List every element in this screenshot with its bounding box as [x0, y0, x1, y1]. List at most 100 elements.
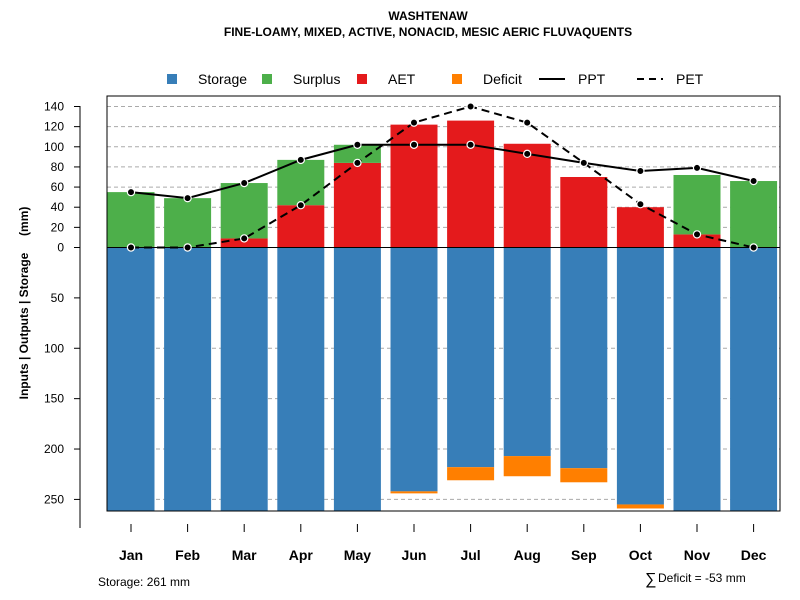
deficit-sum-icon: ∑: [645, 571, 656, 588]
y-tick-label: 150: [44, 392, 64, 406]
ppt-point: [636, 166, 645, 176]
legend: Storage Surplus AET Deficit PPT PET: [167, 71, 704, 87]
legend-label: Surplus: [293, 71, 340, 87]
storage-bar: [503, 247, 551, 457]
x-tick-label: Mar: [232, 547, 257, 563]
deficit-bar: [447, 467, 495, 481]
grid-lines: [107, 106, 780, 500]
legend-label: AET: [388, 71, 416, 87]
ppt-point: [466, 140, 475, 149]
deficit-bar: [560, 468, 608, 483]
pet-line: [131, 105, 754, 249]
pet-point: [636, 199, 645, 209]
surplus-bar: [220, 183, 268, 239]
y-tick-label: 100: [44, 140, 64, 154]
storage-bar: [277, 247, 325, 511]
y-tick-label: 60: [51, 180, 65, 194]
ppt-point: [523, 149, 532, 159]
aet-bar: [333, 162, 381, 248]
ppt-point: [749, 176, 758, 186]
storage-bar: [673, 247, 721, 511]
y-tick-label: 20: [51, 220, 65, 234]
aet-bar: [447, 120, 495, 248]
surplus-bar: [333, 144, 381, 163]
x-tick-label: Oct: [629, 547, 653, 563]
x-tick-label: Sep: [571, 547, 597, 563]
y-tick-label: 50: [51, 291, 65, 305]
y-axis: 0 20 40 60 80 100 120 140 50 100 150 200 250: [44, 100, 81, 528]
ppt-point: [239, 178, 249, 188]
x-axis: Jan Feb Mar Apr May Jun Jul Aug Sep Oct Nov Dec: [119, 524, 767, 563]
pet-point: [126, 243, 136, 252]
deficit-bar: [503, 456, 551, 477]
pet-point: [466, 102, 475, 111]
surplus-bar: [164, 198, 212, 248]
deficit-bar: [616, 504, 664, 509]
y-tick-label: 0: [57, 241, 64, 255]
pet-point: [579, 158, 589, 168]
x-tick-label: May: [344, 547, 371, 563]
plot-frame: [106, 95, 781, 512]
pet-point: [183, 243, 192, 252]
storage-bar: [220, 247, 268, 511]
ppt-point: [353, 140, 362, 149]
storage-bar: [447, 247, 495, 468]
chart-title: WASHTENAW: [388, 9, 468, 23]
pet-point: [353, 158, 362, 168]
storage-bar: [560, 247, 608, 469]
aet-bar: [277, 205, 325, 248]
x-tick-label: Nov: [684, 547, 711, 563]
deficit-legend-swatch: [452, 74, 462, 84]
ppt-line: [130, 143, 754, 200]
surplus-bar: [673, 174, 721, 235]
lines: [126, 102, 758, 252]
aet-bar: [616, 207, 664, 248]
surplus-legend-swatch: [262, 74, 272, 84]
x-tick-label: Jul: [460, 547, 480, 563]
surplus-bar: [277, 159, 325, 206]
ppt-point: [126, 187, 136, 197]
ppt-point: [409, 140, 419, 149]
storage-bar: [616, 247, 664, 505]
y-tick-label: 250: [44, 492, 64, 506]
aet-bar: [220, 238, 268, 248]
surplus-bar: [107, 192, 155, 248]
y-tick-label: 100: [44, 341, 64, 355]
x-tick-label: Feb: [175, 547, 200, 563]
aet-bar: [560, 177, 608, 248]
storage-bar: [730, 247, 778, 511]
pet-point: [749, 243, 758, 252]
x-tick-label: Apr: [289, 547, 314, 563]
y-tick-label: 140: [44, 100, 64, 114]
deficit-label: Deficit = -53 mm: [658, 571, 746, 585]
ppt-point: [296, 155, 305, 165]
ppt-point: [183, 193, 192, 203]
legend-label: PPT: [578, 71, 606, 87]
y-tick-label: 200: [44, 442, 64, 456]
surplus-bar: [730, 181, 778, 248]
x-tick-label: Jan: [119, 547, 143, 563]
storage-legend-swatch: [167, 74, 177, 84]
pet-point: [523, 118, 532, 127]
pet-point: [692, 230, 702, 239]
legend-label: Deficit: [483, 71, 522, 87]
chart-subtitle: FINE-LOAMY, MIXED, ACTIVE, NONACID, MESI…: [224, 25, 632, 39]
storage-bar: [333, 247, 381, 511]
pet-point: [296, 200, 305, 210]
storage-bar: [107, 247, 155, 511]
y-axis-title: Inputs | Outputs | Storage (mm): [17, 207, 31, 400]
aet-bar: [503, 143, 551, 248]
deficit-bar: [390, 491, 438, 494]
legend-label: PET: [676, 71, 704, 87]
x-tick-label: Aug: [514, 547, 541, 563]
y-tick-label: 40: [51, 200, 65, 214]
storage-bar: [164, 247, 212, 511]
pet-point: [409, 118, 419, 127]
bars: [107, 120, 778, 511]
ppt-point: [692, 163, 702, 173]
x-tick-label: Jun: [402, 547, 427, 563]
y-tick-label: 120: [44, 120, 64, 134]
legend-label: Storage: [198, 71, 247, 87]
pet-point: [239, 234, 249, 243]
